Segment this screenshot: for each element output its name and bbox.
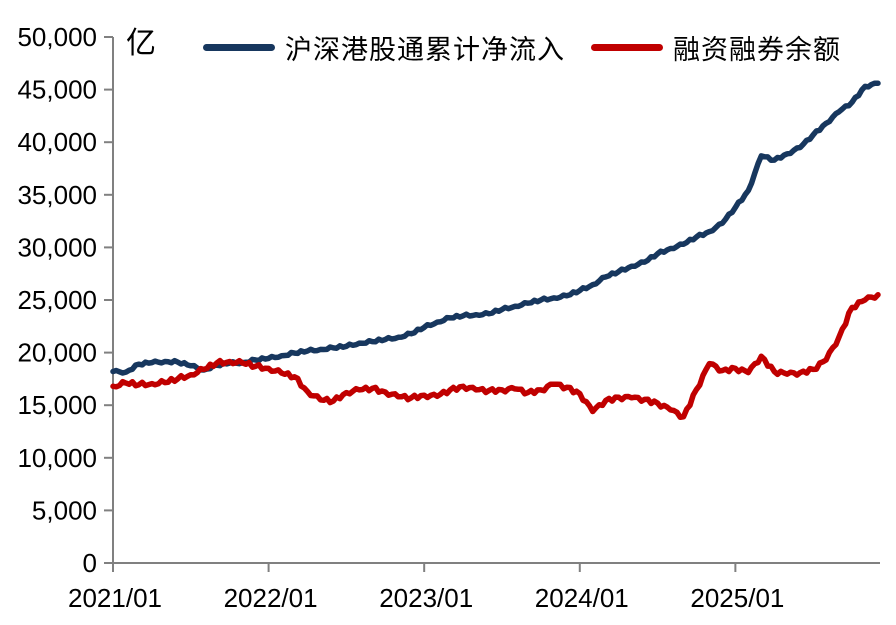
y-tick-label: 25,000 [17, 285, 97, 315]
x-tick-label: 2023/01 [379, 583, 473, 613]
red-line-swatch-icon [591, 44, 663, 51]
x-tick-label: 2025/01 [690, 583, 784, 613]
y-tick-label: 15,000 [17, 390, 97, 420]
x-tick-label: 2022/01 [224, 583, 318, 613]
y-tick-label: 35,000 [17, 180, 97, 210]
y-tick-label: 5,000 [32, 495, 97, 525]
legend-label-margin-balance: 融资融券余额 [673, 35, 841, 65]
y-tick-label: 10,000 [17, 443, 97, 473]
legend-item-margin-balance: 融资融券余额 [591, 28, 841, 67]
y-tick-label: 40,000 [17, 127, 97, 157]
y-tick-label: 50,000 [17, 22, 97, 52]
y-tick-label: 45,000 [17, 75, 97, 105]
legend-label-stock-connect: 沪深港股通累计净流入 [285, 35, 565, 65]
y-axis-unit-label: 亿 [126, 27, 156, 60]
navy-line-swatch-icon [203, 44, 275, 51]
series-line-0 [110, 80, 881, 376]
y-tick-label: 20,000 [17, 338, 97, 368]
x-tick-label: 2021/01 [68, 583, 162, 613]
x-tick-label: 2024/01 [535, 583, 629, 613]
chart-legend: 沪深港股通累计净流入 融资融券余额 [203, 28, 841, 67]
legend-item-stock-connect: 沪深港股通累计净流入 [203, 28, 565, 67]
series-line-1 [110, 291, 881, 421]
y-tick-label: 0 [83, 548, 97, 578]
y-tick-label: 30,000 [17, 232, 97, 262]
